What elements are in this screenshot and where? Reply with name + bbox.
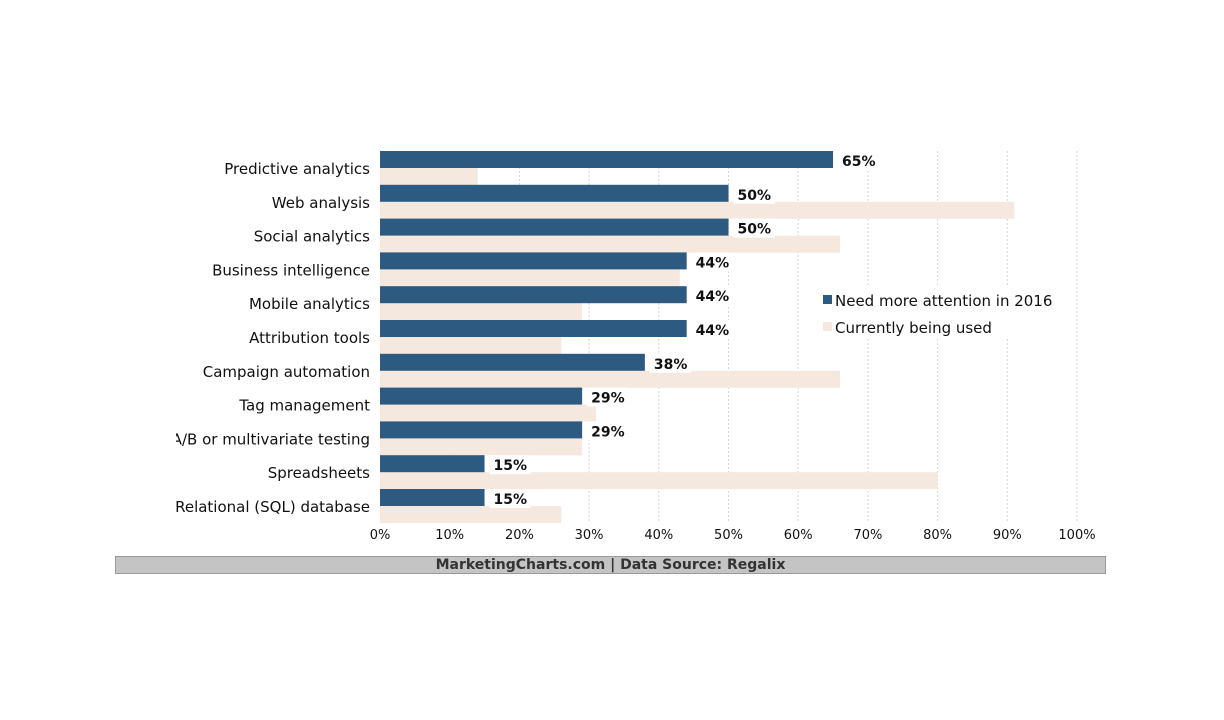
legend-label: Need more attention in 2016 [835,292,1052,310]
x-tick-label: 60% [784,528,813,543]
bar-need-attention [380,421,583,439]
legend-background [818,287,1058,337]
x-tick-label: 40% [644,528,673,543]
bar-currently-used [380,235,841,253]
category-labels: Predictive analytics Web analysis Social a… [172,160,370,516]
x-tick-label: 50% [714,528,743,543]
x-tick-label: 0% [370,528,391,543]
data-label: 29% [591,424,625,440]
legend: Need more attention in 2016 Currently bei… [818,287,1058,337]
category-label: Business intelligence [212,261,370,279]
data-label-background [587,387,629,407]
data-label-background [489,455,532,475]
data-labels: 65% 50% 50% 44% 44% 44% 38% 29% 29% 15% 15% [489,151,880,508]
bar-need-attention [380,320,687,337]
bar-currently-used [380,404,597,422]
bar-currently-used [380,337,562,354]
bar-currently-used [380,370,841,388]
category-label: Campaign automation [203,363,370,381]
bar-currently-used [380,201,1015,219]
category-label: Web analysis [272,194,370,212]
data-label: 50% [738,188,772,204]
bar-currently-used [380,438,583,456]
data-label-background [587,421,629,441]
bar-need-attention [380,184,729,202]
x-tick-label: 20% [505,528,534,543]
bar-need-attention [380,489,485,506]
data-label: 50% [738,222,772,238]
legend-swatch [823,295,832,304]
bar-currently-used [380,472,938,490]
data-label: 44% [696,289,730,305]
category-label: A/B or multivariate testing [172,430,370,448]
data-label-background [691,252,734,272]
bar-need-attention [380,218,729,236]
x-axis-ticks: 0% 10% 20% 30% 40% 50% 60% 70% 80% 90% 100% [370,528,1096,543]
bar-need-attention [380,455,485,473]
data-label-background [733,218,776,238]
data-label: 44% [696,255,730,271]
data-label: 44% [696,323,730,339]
x-tick-label: 100% [1058,528,1095,543]
bar-need-attention [380,151,834,168]
x-tick-label: 30% [575,528,604,543]
bar-currently-used [380,506,562,523]
x-tick-label: 10% [435,528,464,543]
data-label-background [691,320,734,339]
bar-currently-used [380,168,478,185]
data-label: 15% [494,492,528,508]
data-label-background [649,353,692,373]
legend-label: Currently being used [835,319,992,337]
x-tick-label: 70% [853,528,882,543]
category-label: Spreadsheets [268,464,370,482]
bar-currently-used [380,269,680,287]
x-tick-label: 80% [923,528,952,543]
data-label-background [733,184,776,204]
category-label: Tag management [238,397,370,415]
bar-currently-used [380,303,583,321]
data-label: 65% [842,154,876,170]
category-label: Relational (SQL) database [175,498,370,516]
bar-need-attention [380,252,687,270]
data-label: 38% [654,357,688,373]
data-label-background [838,151,880,170]
bar-need-attention [380,353,645,371]
data-label-background [691,286,734,306]
bars [380,151,1015,523]
category-label: Social analytics [254,228,370,246]
category-label: Predictive analytics [224,160,370,178]
source-footer: MarketingCharts.com | Data Source: Regal… [115,556,1106,574]
bar-need-attention [380,387,583,405]
data-label: 29% [591,391,625,407]
legend-swatch [823,322,832,331]
x-tick-label: 90% [993,528,1022,543]
data-label-background [489,489,532,508]
data-label: 15% [494,458,528,474]
bar-need-attention [380,286,687,304]
category-label: Mobile analytics [249,295,370,313]
category-label: Attribution tools [249,329,370,347]
